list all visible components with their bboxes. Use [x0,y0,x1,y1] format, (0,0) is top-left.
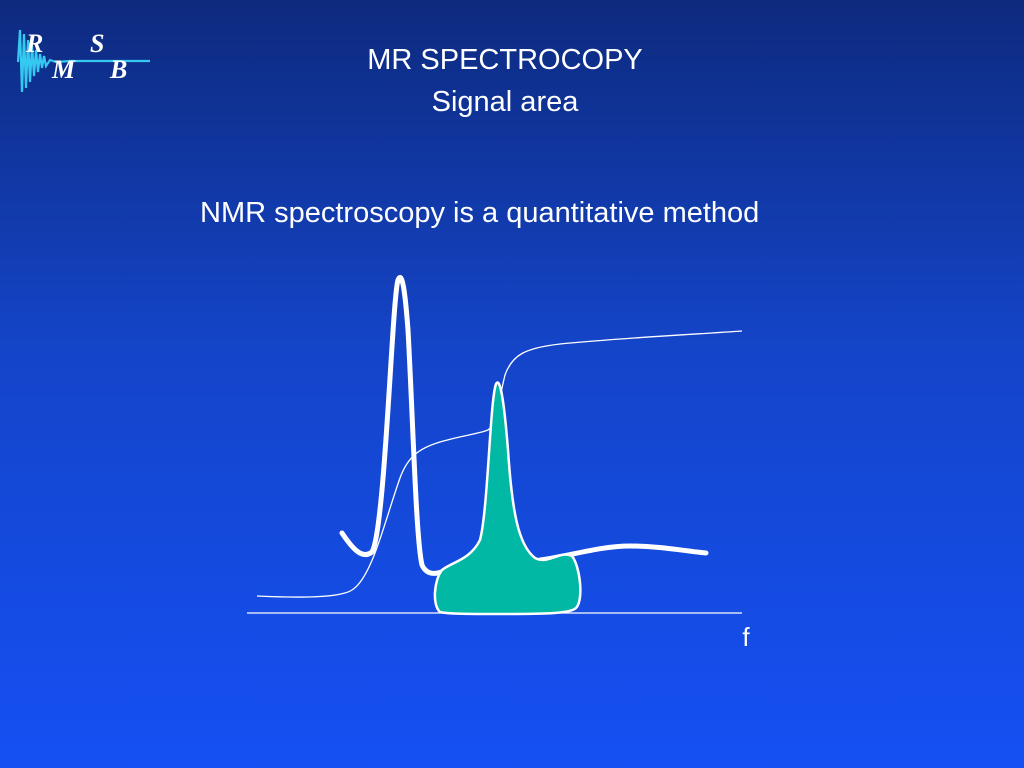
logo-letter: M [51,55,76,84]
statement: NMR spectroscopy is a quantitative metho… [200,197,760,229]
spectrum-line [339,275,458,576]
logo-letter: R [25,29,43,58]
logo-letter: B [109,55,127,84]
axis-label: f [742,622,750,652]
signal-area [433,381,582,616]
logo: R S M B [16,29,150,93]
integral-curve [256,330,743,598]
subtitle: Signal area [431,86,579,118]
title: MR SPECTROCOPY [367,44,643,76]
logo-letter: S [90,29,104,58]
